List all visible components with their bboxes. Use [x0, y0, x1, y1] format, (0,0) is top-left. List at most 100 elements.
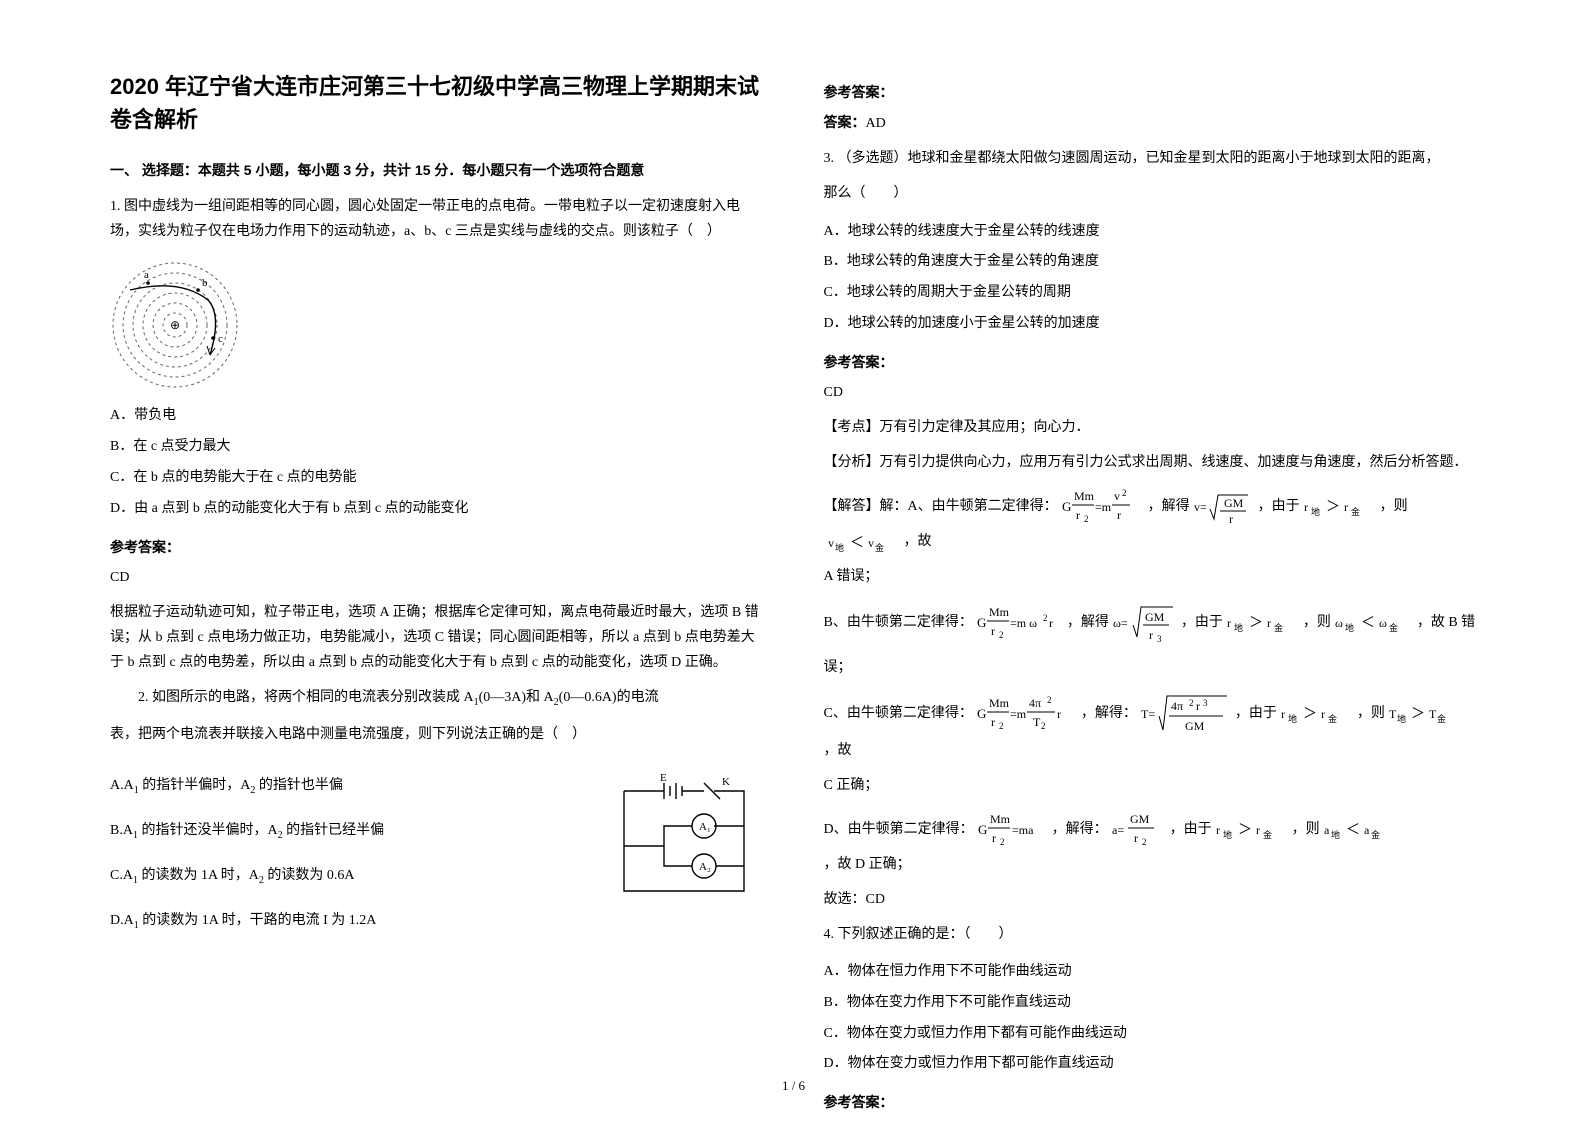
- svg-text:2: 2: [1043, 613, 1048, 623]
- svg-text:r: r: [1227, 616, 1231, 630]
- svg-text:2: 2: [1000, 837, 1005, 847]
- q1-answer: CD: [110, 565, 764, 590]
- svg-text:v: v: [828, 536, 834, 550]
- svg-text:地: 地: [1331, 829, 1340, 840]
- q3-b-due2: ，则: [1303, 610, 1331, 637]
- q3-c-due2: ，则: [1357, 701, 1385, 728]
- svg-text:地: 地: [835, 542, 844, 553]
- svg-text:r: r: [1216, 823, 1220, 837]
- q3-text2: 那么（ ）: [824, 181, 1478, 206]
- q1-diagram: ⊕ a b c: [110, 260, 240, 390]
- q2-text-line1: 2. 如图所示的电路，将两个相同的电流表分别改装成 A1(0—3A)和 A2(0…: [110, 685, 764, 712]
- svg-text:r: r: [1229, 512, 1233, 526]
- svg-text:4π: 4π: [1029, 696, 1041, 710]
- svg-text:＜: ＜: [1346, 823, 1360, 838]
- q4-opt-a: A．物体在恒力作用下不可能作曲线运动: [824, 957, 1478, 988]
- q3-solve-d: D、由牛顿第二定律得： G Mm r 2 =ma ，解得： a= GM r 2 …: [824, 808, 1478, 879]
- svg-text:＞: ＞: [1411, 707, 1425, 722]
- q3-b-pre: B、由牛顿第二定律得：: [824, 610, 973, 637]
- svg-text:＜: ＜: [850, 536, 864, 551]
- formula-b1: G Mm r 2 =m ω 2 r: [977, 601, 1063, 645]
- q3-a-due2: ，则: [1380, 494, 1408, 521]
- q1-opt-d: D．由 a 点到 b 点的动能变化大于有 b 点到 c 点的动能变化: [110, 494, 764, 525]
- q2a-seg3: 的指针也半偏: [255, 778, 343, 793]
- svg-text:4π: 4π: [1171, 699, 1183, 713]
- svg-text:r: r: [1076, 508, 1080, 522]
- svg-text:ω: ω: [1335, 616, 1343, 630]
- svg-text:Mm: Mm: [990, 812, 1011, 826]
- svg-text:G: G: [977, 615, 986, 630]
- q3-c-pre: C、由牛顿第二定律得：: [824, 701, 973, 728]
- q1-explain: 根据粒子运动轨迹可知，粒子带正电，选项 A 正确；根据库仑定律可知，离点电荷最近…: [110, 600, 764, 676]
- q2c-seg2: 的读数为 1A 时，A: [138, 868, 259, 883]
- q2a-seg2: 的指针半偏时，A: [139, 778, 251, 793]
- svg-text:G: G: [977, 706, 986, 721]
- svg-text:r: r: [991, 715, 995, 729]
- svg-text:r: r: [1304, 500, 1308, 514]
- q3-solve-c: C、由牛顿第二定律得： G Mm r 2 =m 4π 2 T 2 r ，解得： …: [824, 690, 1478, 765]
- q2-text-seg-a: 2. 如图所示的电路，将两个相同的电流表分别改装成 A: [138, 690, 474, 705]
- svg-text:金: 金: [1371, 829, 1380, 840]
- svg-text:ω: ω: [1379, 616, 1387, 630]
- q2a-seg1: A.A: [110, 778, 134, 793]
- q3-c-due3: ，故: [824, 738, 852, 765]
- q2b-seg1: B.A: [110, 823, 133, 838]
- svg-text:G: G: [1062, 499, 1071, 514]
- svg-text:地: 地: [1234, 622, 1243, 633]
- svg-text:3: 3: [1203, 698, 1208, 708]
- svg-text:2: 2: [1122, 488, 1127, 498]
- q2b-seg3: 的指针已经半偏: [283, 823, 385, 838]
- svg-text:GM: GM: [1130, 812, 1150, 826]
- svg-text:G: G: [978, 822, 987, 837]
- q1-ref-label: 参考答案：: [110, 537, 764, 557]
- q2c-seg1: C.A: [110, 868, 133, 883]
- formula-b2: ω= GM r 3: [1113, 599, 1177, 647]
- q3-c-due1: ，由于: [1235, 701, 1277, 728]
- formula-a3: r 地 ＞ r 金: [1304, 495, 1376, 519]
- q4-opt-d: D．物体在变力或恒力作用下都可能作直线运动: [824, 1049, 1478, 1080]
- formula-d4: a 地 ＜ a 金: [1324, 818, 1396, 842]
- svg-text:金: 金: [875, 542, 884, 553]
- q2d-seg1: D.A: [110, 913, 134, 928]
- svg-text:地: 地: [1397, 713, 1406, 724]
- svg-text:T: T: [1389, 707, 1397, 721]
- q2-ref-label: 参考答案：: [824, 82, 1478, 102]
- q3-d-due2: ，则: [1292, 817, 1320, 844]
- formula-b3: r 地 ＞ r 金: [1227, 611, 1299, 635]
- q4-text: 4. 下列叙述正确的是：（ ）: [824, 922, 1478, 947]
- svg-text:GM: GM: [1224, 496, 1244, 510]
- svg-text:ω=: ω=: [1113, 616, 1128, 630]
- svg-text:v: v: [1114, 489, 1120, 503]
- q1-opt-a: A．带负电: [110, 401, 764, 432]
- svg-text:地: 地: [1223, 829, 1232, 840]
- q3-c-mid: ，解得：: [1081, 701, 1137, 728]
- formula-b4: ω 地 ＜ ω 金: [1335, 611, 1413, 635]
- svg-text:地: 地: [1288, 713, 1297, 724]
- svg-text:金: 金: [1351, 506, 1360, 517]
- svg-text:r: r: [1057, 707, 1061, 721]
- q3-ref-label: 参考答案：: [824, 352, 1478, 372]
- q3-solve-a: 【解答】解：A、由牛顿第二定律得： G Mm r 2 =m v 2 r ，解得 …: [824, 485, 1478, 556]
- svg-text:a=: a=: [1112, 823, 1124, 837]
- svg-text:2: 2: [999, 721, 1004, 731]
- q1-text: 1. 图中虚线为一组间距相等的同心圆，圆心处固定一带正电的点电荷。一带电粒子以一…: [110, 194, 764, 244]
- q3-a-tail: A 错误；: [824, 564, 1478, 589]
- svg-text:c: c: [218, 333, 223, 345]
- q2-text-line2: 表，把两个电流表并联接入电路中测量电流强度，则下列说法正确的是（ ）: [110, 722, 764, 747]
- svg-text:2: 2: [1189, 698, 1194, 708]
- q3-b-mid: ，解得: [1067, 610, 1109, 637]
- formula-d1: G Mm r 2 =ma: [978, 808, 1048, 852]
- svg-text:2: 2: [999, 630, 1004, 640]
- q2b-seg2: 的指针还没半偏时，A: [138, 823, 278, 838]
- svg-text:T: T: [1033, 715, 1041, 729]
- q3-opt-d: D．地球公转的加速度小于金星公转的加速度: [824, 309, 1478, 340]
- q3-opt-c: C．地球公转的周期大于金星公转的周期: [824, 278, 1478, 309]
- svg-text:r: r: [992, 831, 996, 845]
- svg-text:a: a: [144, 269, 149, 281]
- formula-c4: T 地 ＞ T 金: [1389, 702, 1461, 726]
- formula-a1: G Mm r 2 =m v 2 r: [1062, 485, 1144, 529]
- q2-answer-line: 答案：AD: [824, 110, 1478, 136]
- q3-a-pre: 【解答】解：A、由牛顿第二定律得：: [824, 494, 1058, 521]
- page-title: 2020 年辽宁省大连市庄河第三十七初级中学高三物理上学期期末试卷含解析: [110, 70, 764, 136]
- svg-text:r: r: [1134, 831, 1138, 845]
